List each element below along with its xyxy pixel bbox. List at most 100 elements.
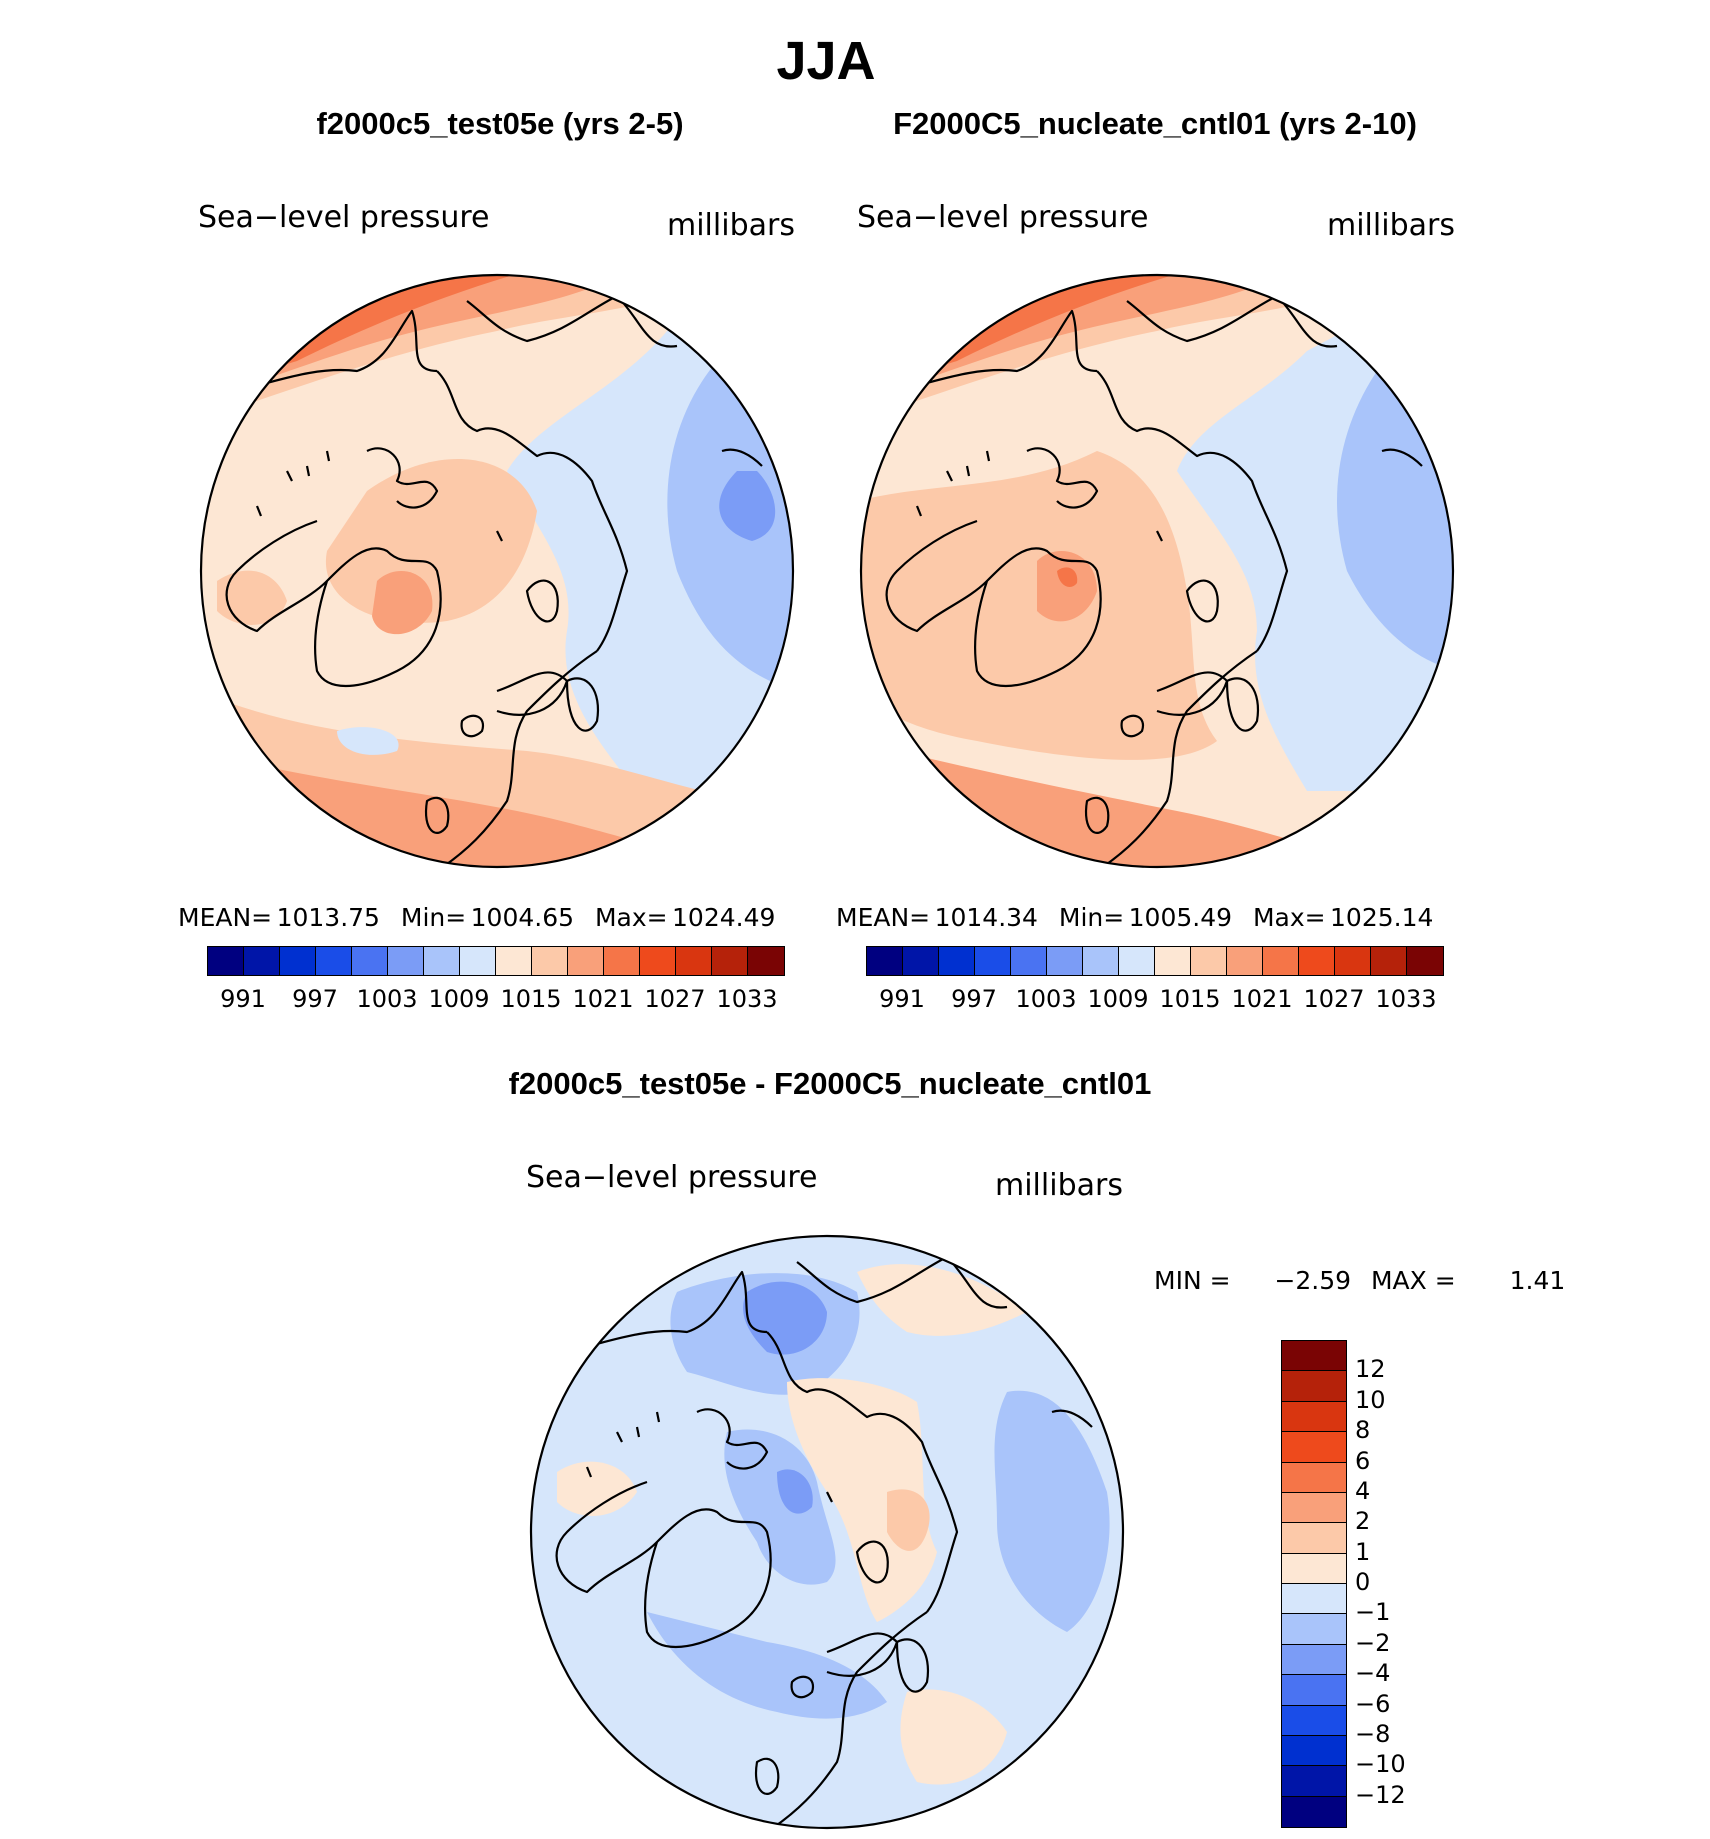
diff-colorbar-swatch xyxy=(1282,1462,1346,1493)
diff-colorbar-swatch xyxy=(1282,1584,1346,1615)
diff-colorbar xyxy=(1281,1340,1347,1828)
panel-2-polar-map xyxy=(859,273,1455,869)
panel-2-colorbar-swatch xyxy=(1335,947,1371,975)
panel-1-colorbar-swatch xyxy=(496,947,532,975)
panel-1-colorbar-swatch xyxy=(244,947,280,975)
diff-colorbar-swatch xyxy=(1282,1675,1346,1706)
max-label: Max= xyxy=(1252,903,1326,932)
diff-min-label: MIN = xyxy=(1154,1266,1231,1295)
panel-1-stats: MEAN= 1013.75 Min= 1004.65 Max= 1024.49 xyxy=(178,903,775,932)
panel-1-colorbar-swatch xyxy=(604,947,640,975)
panel-1-colorbar-swatch xyxy=(712,947,748,975)
panel-2-colorbar-swatch xyxy=(1083,947,1119,975)
diff-colorbar-swatch xyxy=(1282,1523,1346,1554)
diff-variable-label: Sea−level pressure xyxy=(526,1160,818,1195)
panel-2-colorbar-swatch xyxy=(1011,947,1047,975)
panel-1-colorbar-swatch xyxy=(424,947,460,975)
diff-units-label: millibars xyxy=(995,1168,1123,1203)
contour-c2-west xyxy=(217,570,287,625)
panel-1-colorbar-swatch xyxy=(640,947,676,975)
contour-c3-greenland xyxy=(372,571,433,635)
panel-2-colorbar-swatch xyxy=(1191,947,1227,975)
panel-1-colorbar-tick-label: 1033 xyxy=(716,985,778,1013)
diff-colorbar-tick-label: 8 xyxy=(1355,1416,1371,1445)
min-label: Min= xyxy=(1058,903,1125,932)
diff-colorbar-tick-label: 0 xyxy=(1355,1568,1371,1596)
diff-colorbar-tick-label: −1 xyxy=(1355,1598,1391,1627)
panel-2-colorbar-swatch xyxy=(1155,947,1191,975)
diff-colorbar-swatch xyxy=(1282,1705,1346,1736)
panel-1-variable-label: Sea−level pressure xyxy=(198,200,490,235)
mean-value: 1014.34 xyxy=(934,903,1038,932)
panel-1-colorbar-swatch xyxy=(748,947,784,975)
panel-1-colorbar-swatch xyxy=(352,947,388,975)
panel-2-colorbar-swatch xyxy=(1047,947,1083,975)
panel-1-units-label: millibars xyxy=(667,208,795,243)
diff-max-value: 1.41 xyxy=(1509,1266,1566,1295)
contour-b1-small xyxy=(337,727,399,755)
max-value: 1025.14 xyxy=(1330,903,1434,932)
panel-1-title: f2000c5_test05e (yrs 2-5) xyxy=(316,106,684,141)
panel-2-colorbar-swatch xyxy=(867,947,903,975)
panel-2-colorbar-ticks: 991 997 1003 1009 1015 1021 1027 1033 xyxy=(866,985,1442,1015)
diff-colorbar-tick-label: 2 xyxy=(1355,1507,1371,1536)
mean-label: MEAN= xyxy=(178,903,273,932)
panel-2-colorbar-tick-label: 1027 xyxy=(1303,985,1365,1013)
panel-2-colorbar-tick-label: 997 xyxy=(951,985,997,1013)
diff-colorbar-tick-label: −12 xyxy=(1355,1780,1406,1809)
diff-colorbar-tick-label: −8 xyxy=(1355,1719,1391,1748)
panel-1-colorbar-swatch xyxy=(388,947,424,975)
panel-1-colorbar-tick-label: 1015 xyxy=(500,985,562,1013)
diff-colorbar-swatch xyxy=(1282,1644,1346,1676)
diff-colorbar-tick-label: 1 xyxy=(1355,1537,1371,1566)
panel-1-colorbar xyxy=(207,946,785,976)
diff-colorbar-ticks: 12 10 8 6 4 2 1 0 −1 −2 −4 −6 −8 −10 −12 xyxy=(1355,1340,1435,1826)
diff-colorbar-tick-label: −4 xyxy=(1355,1659,1391,1688)
panel-2-colorbar xyxy=(866,946,1444,976)
panel-1-colorbar-tick-label: 991 xyxy=(220,985,266,1013)
panel-1-colorbar-tick-label: 1003 xyxy=(356,985,418,1013)
max-label: Max= xyxy=(594,903,668,932)
diff-colorbar-swatch xyxy=(1282,1614,1346,1645)
panel-1-colorbar-swatch xyxy=(208,947,244,975)
panel-1-colorbar-swatch xyxy=(568,947,604,975)
panel-1-colorbar-ticks: 991 997 1003 1009 1015 1021 1027 1033 xyxy=(207,985,783,1015)
diff-colorbar-tick-label: 10 xyxy=(1355,1385,1386,1414)
diff-colorbar-swatch xyxy=(1282,1371,1346,1402)
panel-2-stats: MEAN= 1014.34 Min= 1005.49 Max= 1025.14 xyxy=(836,903,1433,932)
panel-2-colorbar-tick-label: 991 xyxy=(879,985,925,1013)
panel-1-colorbar-swatch xyxy=(532,947,568,975)
panel-1-colorbar-tick-label: 1009 xyxy=(428,985,490,1013)
panel-1-colorbar-swatch xyxy=(460,947,496,975)
panel-1-colorbar-swatch xyxy=(676,947,712,975)
diff-colorbar-tick-label: −10 xyxy=(1355,1750,1406,1779)
mean-label: MEAN= xyxy=(836,903,931,932)
diff-min-value: −2.59 xyxy=(1274,1266,1352,1295)
panel-2-colorbar-swatch xyxy=(903,947,939,975)
panel-2-colorbar-swatch xyxy=(975,947,1011,975)
min-label: Min= xyxy=(400,903,467,932)
min-value: 1005.49 xyxy=(1128,903,1233,932)
panel-1-polar-map xyxy=(199,273,795,869)
diff-max-label: MAX = xyxy=(1370,1266,1456,1295)
panel-2-variable-label: Sea−level pressure xyxy=(857,200,1149,235)
diff-colorbar-swatch xyxy=(1282,1401,1346,1433)
panel-2-colorbar-swatch xyxy=(939,947,975,975)
panel-2-colorbar-tick-label: 1009 xyxy=(1087,985,1149,1013)
panel-2-colorbar-tick-label: 1021 xyxy=(1231,985,1293,1013)
figure-title: JJA xyxy=(776,31,876,91)
max-value: 1024.49 xyxy=(672,903,776,932)
panel-2-colorbar-swatch xyxy=(1263,947,1299,975)
panel-2-units-label: millibars xyxy=(1327,208,1455,243)
diff-polar-map xyxy=(529,1234,1125,1830)
panel-1-colorbar-swatch xyxy=(316,947,352,975)
panel-2-colorbar-tick-label: 1003 xyxy=(1015,985,1077,1013)
diff-colorbar-tick-label: 4 xyxy=(1355,1476,1371,1505)
diff-colorbar-tick-label: 6 xyxy=(1355,1446,1371,1475)
panel-1-colorbar-tick-label: 1021 xyxy=(572,985,634,1013)
panel-2-colorbar-swatch xyxy=(1299,947,1335,975)
diff-colorbar-swatch xyxy=(1282,1796,1346,1827)
diff-minmax: MIN = −2.59 MAX = 1.41 xyxy=(1154,1266,1565,1295)
diff-colorbar-tick-label: −6 xyxy=(1355,1689,1391,1718)
diff-colorbar-tick-label: 12 xyxy=(1355,1355,1386,1384)
